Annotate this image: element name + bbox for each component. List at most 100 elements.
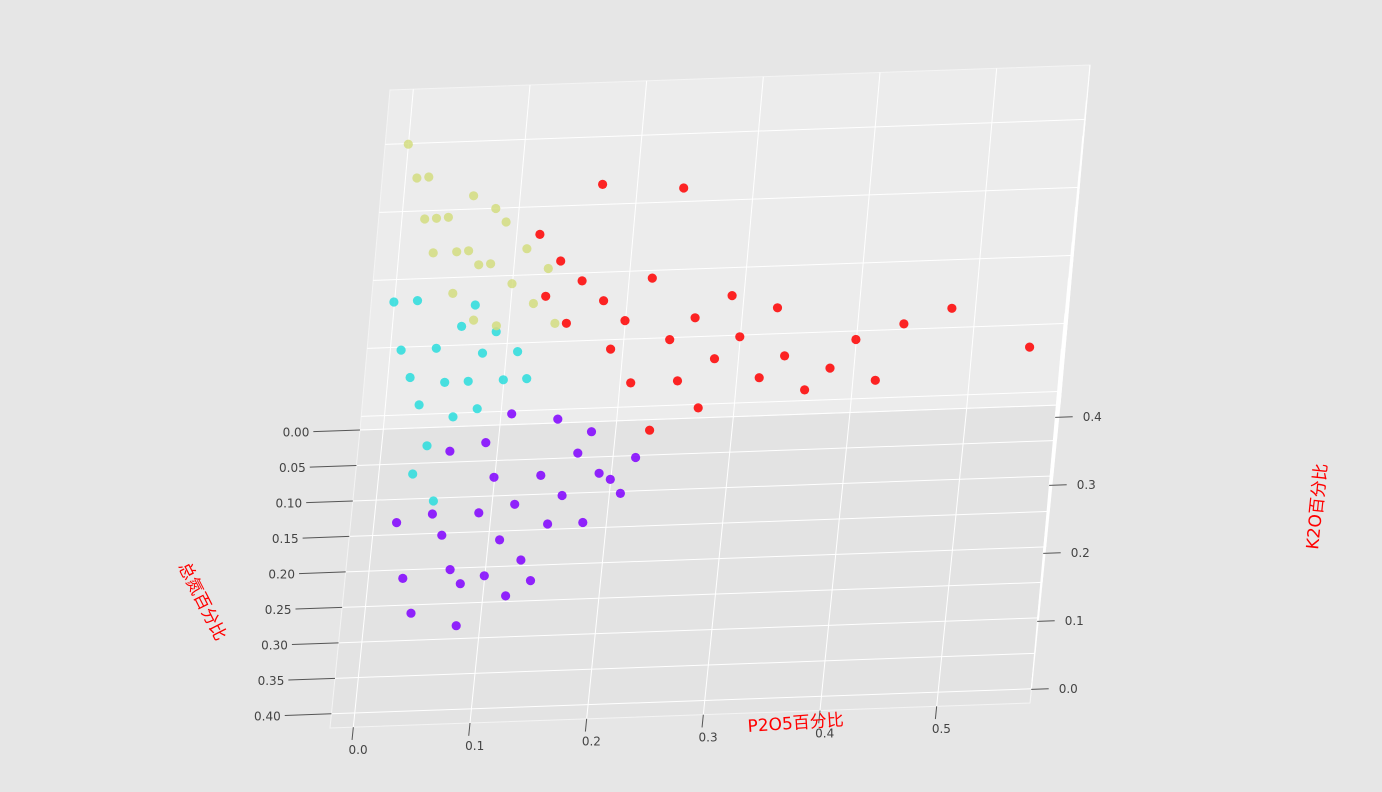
- data-point-series-0: [631, 453, 640, 462]
- data-point-series-2: [544, 264, 553, 273]
- data-point-series-2: [491, 204, 500, 213]
- data-point-series-3: [535, 230, 544, 239]
- y-tick-label: 0.15: [272, 532, 299, 546]
- data-point-series-0: [456, 579, 465, 588]
- y-tick-label: 0.25: [265, 603, 292, 617]
- data-point-series-2: [469, 191, 478, 200]
- data-point-series-2: [452, 247, 461, 256]
- y-tick: [295, 607, 342, 609]
- data-point-series-2: [429, 248, 438, 257]
- y-tick: [313, 430, 360, 432]
- data-point-series-1: [478, 349, 487, 358]
- data-point-series-2: [432, 214, 441, 223]
- data-point-series-0: [553, 415, 562, 424]
- data-point-series-3: [562, 319, 571, 328]
- data-point-series-3: [825, 364, 834, 373]
- data-point-series-1: [473, 404, 482, 413]
- z-tick-label: 0.2: [1071, 546, 1090, 560]
- data-point-series-0: [428, 509, 437, 518]
- data-point-series-0: [536, 471, 545, 480]
- data-point-series-3: [728, 291, 737, 300]
- y-tick-label: 0.30: [261, 639, 288, 653]
- data-point-series-1: [513, 347, 522, 356]
- y-tick-label: 0.10: [275, 497, 302, 511]
- data-point-series-3: [673, 376, 682, 385]
- data-point-series-1: [406, 373, 415, 382]
- z-tick: [1043, 553, 1061, 554]
- z-axis-label: K2O百分比: [1303, 463, 1332, 551]
- z-tick: [1055, 417, 1073, 418]
- data-point-series-3: [780, 351, 789, 360]
- y-tick: [299, 572, 346, 574]
- data-point-series-3: [556, 256, 565, 265]
- data-point-series-1: [415, 400, 424, 409]
- z-tick-label: 0.3: [1077, 478, 1096, 492]
- data-point-series-2: [464, 246, 473, 255]
- data-point-series-1: [440, 378, 449, 387]
- data-point-series-0: [516, 555, 525, 564]
- data-point-series-0: [489, 473, 498, 482]
- data-point-series-1: [429, 496, 438, 505]
- data-point-series-0: [558, 491, 567, 500]
- data-point-series-2: [522, 244, 531, 253]
- data-point-series-3: [645, 426, 654, 435]
- z-tick: [1031, 689, 1049, 690]
- data-point-series-3: [710, 354, 719, 363]
- data-point-series-3: [606, 345, 615, 354]
- data-point-series-2: [550, 319, 559, 328]
- data-point-series-3: [691, 313, 700, 322]
- data-point-series-2: [486, 259, 495, 268]
- z-tick-label: 0.1: [1065, 614, 1084, 628]
- data-point-series-1: [448, 412, 457, 421]
- data-point-series-0: [616, 489, 625, 498]
- data-point-series-3: [773, 303, 782, 312]
- data-point-series-3: [598, 180, 607, 189]
- data-point-series-1: [432, 344, 441, 353]
- x-tick: [702, 715, 703, 728]
- y-tick-label: 0.05: [279, 461, 306, 475]
- data-point-series-3: [541, 292, 550, 301]
- data-point-series-3: [851, 335, 860, 344]
- x-tick-label: 0.2: [582, 735, 601, 749]
- data-point-series-3: [947, 304, 956, 313]
- y-tick-label: 0.40: [254, 709, 281, 723]
- data-point-series-0: [501, 591, 510, 600]
- data-point-series-2: [502, 217, 511, 226]
- data-point-series-0: [587, 427, 596, 436]
- data-point-series-2: [529, 299, 538, 308]
- data-point-series-0: [452, 621, 461, 630]
- data-point-series-2: [404, 140, 413, 149]
- y-tick-label: 0.35: [258, 674, 285, 688]
- x-tick: [352, 727, 353, 740]
- data-point-series-2: [492, 321, 501, 330]
- data-point-series-0: [480, 571, 489, 580]
- data-point-series-3: [626, 378, 635, 387]
- data-point-series-1: [522, 374, 531, 383]
- data-point-series-1: [499, 375, 508, 384]
- data-point-series-1: [471, 300, 480, 309]
- data-point-series-0: [392, 518, 401, 527]
- z-tick: [1037, 621, 1055, 622]
- data-point-series-0: [573, 449, 582, 458]
- x-tick-label: 0.5: [932, 722, 951, 736]
- data-point-series-0: [481, 438, 490, 447]
- data-point-series-3: [599, 296, 608, 305]
- y-tick: [292, 643, 339, 645]
- x-tick: [469, 723, 470, 736]
- z-tick: [1049, 485, 1067, 486]
- data-point-series-0: [445, 447, 454, 456]
- chart-panes: [330, 65, 1090, 728]
- data-point-series-3: [755, 373, 764, 382]
- y-tick-label: 0.20: [268, 568, 295, 582]
- data-point-series-1: [457, 322, 466, 331]
- data-point-series-0: [606, 475, 615, 484]
- data-point-series-2: [507, 279, 516, 288]
- y-axis-label: 总氮百分比: [174, 559, 230, 644]
- data-point-series-3: [620, 316, 629, 325]
- data-point-series-1: [397, 346, 406, 355]
- z-tick-label: 0.4: [1083, 410, 1102, 424]
- x-tick-label: 0.0: [349, 743, 368, 757]
- data-point-series-1: [422, 441, 431, 450]
- data-point-series-2: [474, 260, 483, 269]
